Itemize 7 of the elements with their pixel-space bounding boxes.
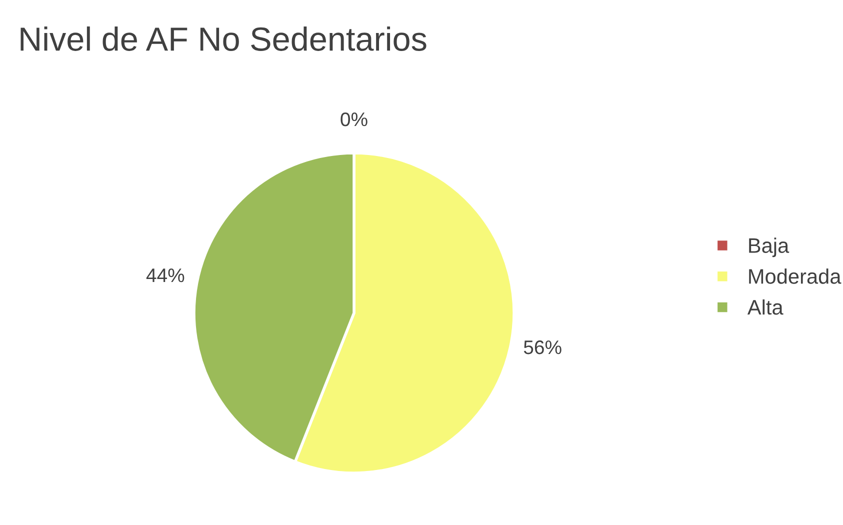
text: 0% xyxy=(340,112,368,126)
data-label: 56% xyxy=(524,340,562,354)
data-label: 44% xyxy=(146,268,184,282)
chart-title: Nivel de AF No Sedentarios xyxy=(20,26,426,51)
legend-label: Baja xyxy=(749,238,790,258)
legend-label: Moderada xyxy=(749,268,842,284)
legend-label: Alta xyxy=(747,299,784,315)
